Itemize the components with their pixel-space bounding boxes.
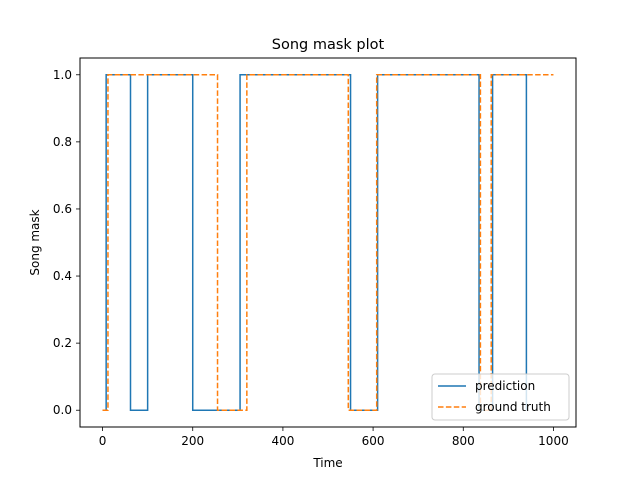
y-tick-label: 0.2 (53, 336, 72, 350)
x-tick-label: 0 (99, 434, 107, 448)
x-tick-label: 1000 (538, 434, 569, 448)
y-tick-label: 0.0 (53, 403, 72, 417)
legend: prediction ground truth (431, 373, 570, 421)
y-tick-label: 0.4 (53, 269, 72, 283)
y-tick-label: 1.0 (53, 68, 72, 82)
x-tick-label: 600 (362, 434, 385, 448)
x-axis: 0 200 400 600 800 1000 (99, 427, 569, 448)
x-axis-label: Time (312, 456, 342, 470)
x-tick-label: 800 (452, 434, 475, 448)
y-axis: 0.0 0.2 0.4 0.6 0.8 1.0 (53, 68, 80, 417)
legend-label-ground-truth: ground truth (475, 400, 551, 414)
y-axis-label: Song mask (28, 209, 42, 275)
chart-title: Song mask plot (272, 37, 385, 53)
y-tick-label: 0.8 (53, 135, 72, 149)
legend-box (431, 373, 570, 421)
axes-frame (79, 57, 577, 428)
y-tick-label: 0.6 (53, 202, 72, 216)
x-tick-label: 200 (181, 434, 204, 448)
legend-label-prediction: prediction (475, 379, 535, 393)
x-tick-label: 400 (271, 434, 294, 448)
